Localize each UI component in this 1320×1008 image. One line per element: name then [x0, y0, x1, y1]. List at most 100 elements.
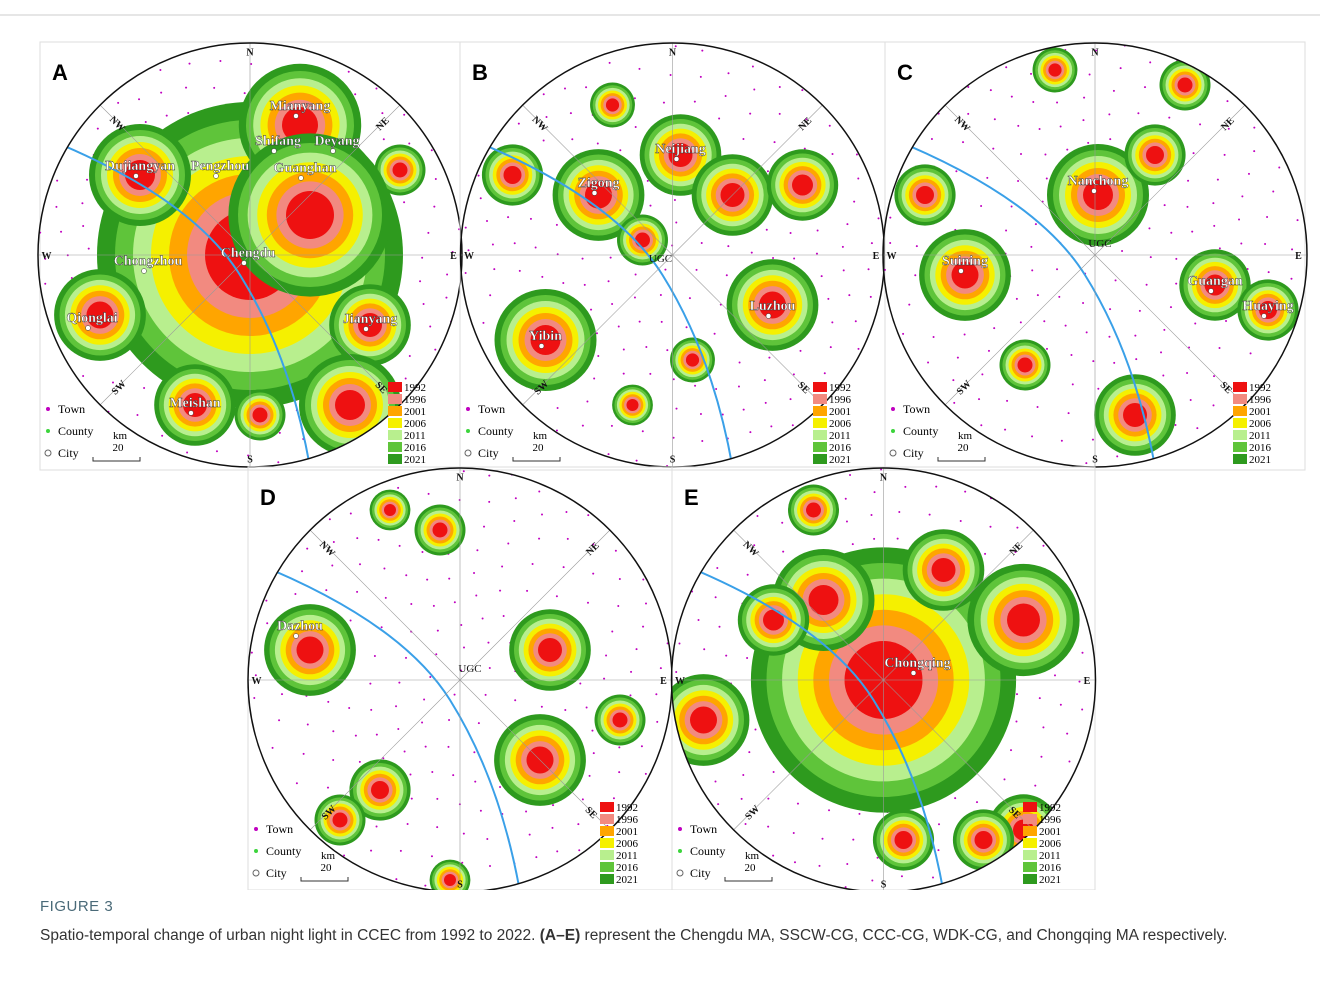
town-dot	[829, 125, 831, 127]
town-dot	[779, 86, 781, 88]
legend-swatch	[813, 454, 827, 464]
legend-year: 2001	[1249, 406, 1271, 418]
town-dot	[1092, 360, 1094, 362]
scale-unit: km	[745, 850, 760, 862]
town-dot	[790, 34, 792, 36]
town-dot	[433, 206, 435, 208]
town-dot	[870, 296, 872, 298]
town-dot	[1174, 424, 1176, 426]
town-dot	[463, 833, 465, 835]
town-dot	[630, 671, 632, 673]
town-dot	[634, 297, 636, 299]
town-dot	[661, 321, 663, 323]
town-dot	[487, 642, 489, 644]
city-marker	[592, 191, 597, 196]
town-dot	[434, 349, 436, 351]
town-dot	[1278, 166, 1280, 168]
town-dot	[611, 425, 613, 427]
panel-letter: E	[684, 485, 699, 510]
legend-swatch	[600, 874, 614, 884]
town-dot	[277, 552, 279, 554]
town-dot	[774, 141, 776, 143]
town-dot	[984, 553, 986, 555]
light-area	[809, 585, 839, 615]
town-dot	[1039, 697, 1041, 699]
town-dot	[332, 730, 334, 732]
town-dot	[717, 803, 719, 805]
town-dot	[817, 230, 819, 232]
town-dot	[403, 201, 405, 203]
town-dot	[135, 464, 137, 466]
town-dot	[410, 603, 412, 605]
town-dot	[93, 463, 95, 465]
town-dot	[913, 49, 915, 51]
town-dot	[819, 474, 821, 476]
town-dot	[850, 128, 852, 130]
light-area	[384, 504, 396, 516]
town-dot	[1072, 383, 1074, 385]
town-dot	[874, 147, 876, 149]
town-dot	[611, 303, 613, 305]
town-dot	[541, 706, 543, 708]
town-dot	[531, 48, 533, 50]
town-dot	[772, 855, 774, 857]
city-marker	[189, 411, 194, 416]
legend-year: 1992	[1039, 802, 1061, 814]
town-dot	[727, 245, 729, 247]
town-dot	[329, 465, 331, 467]
town-dot	[97, 128, 99, 130]
town-dot	[676, 615, 678, 617]
town-dot	[452, 774, 454, 776]
city-marker	[299, 176, 304, 181]
town-dot	[629, 694, 631, 696]
town-dot	[1092, 439, 1094, 441]
legend-year: 1996	[404, 394, 427, 406]
town-dot	[393, 60, 395, 62]
town-dot	[1219, 247, 1221, 249]
town-dot	[937, 849, 939, 851]
town-dot	[225, 35, 227, 37]
town-dot	[446, 274, 448, 276]
town-dot	[1199, 123, 1201, 125]
caption-text: Spatio-temporal change of urban night li…	[40, 927, 540, 944]
legend-year: 1996	[616, 814, 639, 826]
town-dot	[662, 750, 664, 752]
light-area	[1007, 604, 1040, 637]
town-dot	[493, 75, 495, 77]
legend-symbol	[678, 849, 682, 853]
light-area	[538, 638, 562, 662]
town-dot	[664, 269, 666, 271]
town-dot	[582, 258, 584, 260]
town-dot	[1186, 206, 1188, 208]
town-dot	[281, 693, 283, 695]
compass-label: NE	[797, 115, 815, 133]
town-dot	[696, 269, 698, 271]
town-dot	[405, 574, 407, 576]
town-dot	[465, 227, 467, 229]
figure-label: FIGURE 3	[40, 898, 113, 915]
town-dot	[1144, 86, 1146, 88]
town-dot	[514, 699, 516, 701]
town-dot	[846, 521, 848, 523]
legend-symbol	[890, 450, 896, 456]
town-dot	[727, 72, 729, 74]
town-dot	[779, 884, 781, 886]
town-dot	[1109, 308, 1111, 310]
legend-swatch	[1233, 394, 1247, 404]
town-dot	[279, 500, 281, 502]
town-dot	[461, 205, 463, 207]
town-dot	[331, 564, 333, 566]
town-dot	[1017, 180, 1019, 182]
legend-symbol	[891, 429, 895, 433]
town-dot	[488, 501, 490, 503]
town-dot	[916, 245, 918, 247]
town-dot	[244, 92, 246, 94]
town-dot	[277, 863, 279, 865]
town-dot	[635, 274, 637, 276]
legend-symbol	[46, 407, 50, 411]
town-dot	[745, 823, 747, 825]
town-dot	[689, 297, 691, 299]
town-dot	[1010, 865, 1012, 867]
town-dot	[1245, 466, 1247, 468]
town-dot	[411, 798, 413, 800]
